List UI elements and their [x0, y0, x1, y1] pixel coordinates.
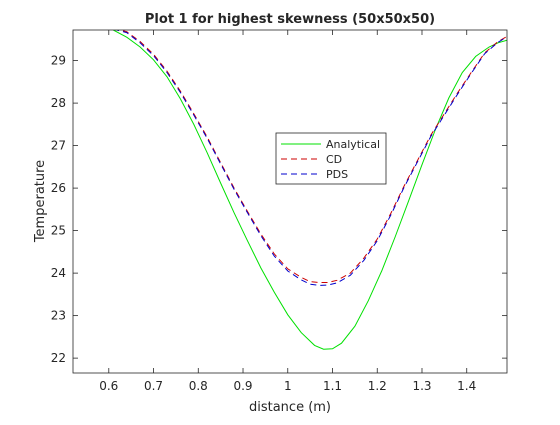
- y-tick-label: 27: [51, 139, 66, 153]
- x-tick-label: 1.1: [323, 379, 342, 393]
- x-axis-label: distance (m): [249, 400, 331, 415]
- legend-label-cd: CD: [326, 153, 342, 166]
- legend: Analytical CD PDS: [275, 132, 387, 185]
- x-tick-label: 1.2: [368, 379, 387, 393]
- x-tick-label: 1: [284, 379, 292, 393]
- chart-title: Plot 1 for highest skewness (50x50x50): [145, 12, 435, 27]
- y-tick-label: 22: [51, 351, 66, 365]
- x-tick-label: 0.7: [144, 379, 163, 393]
- plot-area: [73, 30, 507, 373]
- legend-label-pds: PDS: [326, 168, 348, 181]
- y-tick-label: 23: [51, 309, 66, 323]
- x-tick-label: 1.3: [412, 379, 431, 393]
- y-tick-label: 26: [51, 181, 66, 195]
- series-line-pds: [114, 30, 507, 286]
- x-tick-label: 1.4: [457, 379, 476, 393]
- series-line-cd: [117, 30, 507, 283]
- x-tick-label: 0.9: [233, 379, 252, 393]
- ticks-layer: 0.6 0.7 0.8 0.9 1 1.1 1.2 1.3 1.4 22 23 24 25 26 27 28 2…: [51, 30, 507, 393]
- x-tick-label: 0.6: [99, 379, 118, 393]
- y-tick-label: 24: [51, 266, 66, 280]
- series-line-analytical: [113, 30, 507, 350]
- legend-label-analytical: Analytical: [326, 138, 380, 151]
- y-tick-label: 25: [51, 224, 66, 238]
- axes-box: [72, 29, 508, 374]
- y-tick-label: 29: [51, 54, 66, 68]
- series-layer: [113, 30, 507, 350]
- x-tick-label: 0.8: [189, 379, 208, 393]
- y-tick-label: 28: [51, 96, 66, 110]
- y-axis-label: Temperature: [33, 160, 48, 243]
